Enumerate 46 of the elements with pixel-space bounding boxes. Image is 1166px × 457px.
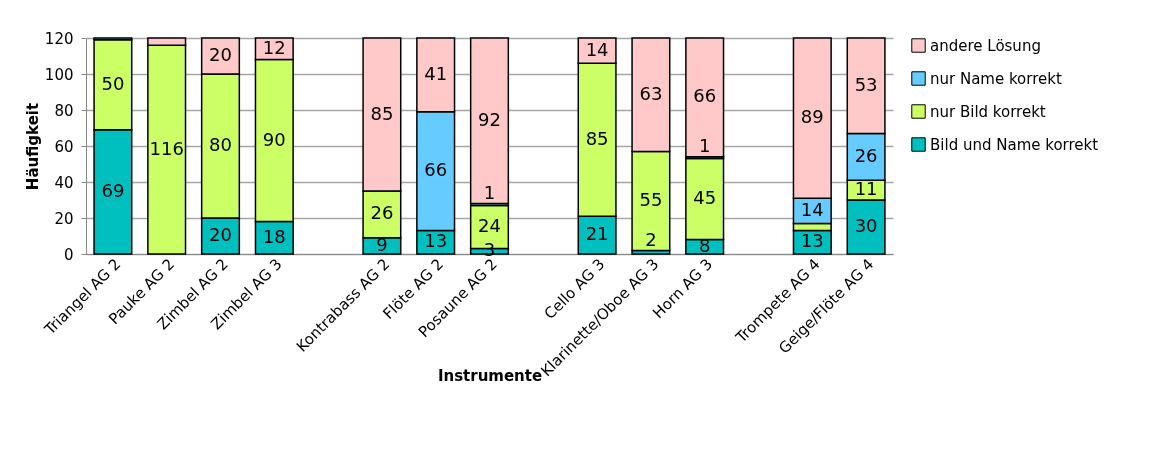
data-label: 20 — [209, 224, 232, 245]
data-label: 45 — [693, 187, 717, 209]
data-label: 30 — [854, 215, 878, 236]
y-tick-label: 80 — [54, 101, 74, 120]
y-tick-label: 100 — [44, 65, 74, 84]
y-axis-title: Häufigkeit — [23, 102, 42, 191]
data-label: 13 — [800, 230, 824, 252]
legend-label: Bild und Name korrekt — [930, 135, 1099, 154]
data-label: 26 — [854, 144, 878, 166]
data-label: 1 — [698, 134, 711, 156]
data-label: 24 — [478, 215, 501, 236]
y-tick-label: 20 — [54, 209, 74, 228]
data-label: 116 — [149, 137, 184, 159]
data-label: 66 — [424, 159, 448, 181]
data-label: 41 — [424, 62, 448, 84]
y-tick-label: 60 — [54, 137, 74, 156]
data-label: 18 — [262, 225, 286, 247]
data-label: 85 — [585, 127, 609, 149]
data-label: 50 — [101, 72, 125, 94]
data-label: 80 — [209, 134, 232, 155]
data-label: 12 — [262, 36, 286, 58]
y-tick-label: 40 — [54, 173, 74, 192]
legend-label: nur Bild korrekt — [930, 102, 1046, 121]
legend-label: andere Lösung — [930, 36, 1041, 55]
data-label: 53 — [854, 73, 878, 95]
data-label: 63 — [639, 82, 663, 104]
data-label: 14 — [585, 38, 609, 60]
data-label: 2 — [645, 229, 657, 251]
data-label: 9 — [376, 233, 388, 255]
data-label: 26 — [370, 202, 394, 224]
data-label: 85 — [370, 102, 394, 124]
y-tick-label: 0 — [63, 245, 74, 264]
data-label: 89 — [800, 106, 824, 128]
data-label: 20 — [209, 44, 232, 65]
data-label: 13 — [424, 230, 448, 252]
data-label: 21 — [585, 223, 609, 245]
data-label: 14 — [800, 198, 824, 220]
data-label: 11 — [854, 178, 878, 200]
data-label: 90 — [262, 128, 286, 150]
legend-label: nur Name korrekt — [930, 69, 1062, 88]
y-tick-label: 120 — [44, 29, 74, 48]
data-label: 69 — [101, 179, 125, 201]
data-label: 55 — [639, 188, 663, 210]
data-label: 1 — [483, 181, 496, 203]
data-label: 66 — [693, 85, 717, 107]
data-label: 92 — [478, 108, 501, 130]
